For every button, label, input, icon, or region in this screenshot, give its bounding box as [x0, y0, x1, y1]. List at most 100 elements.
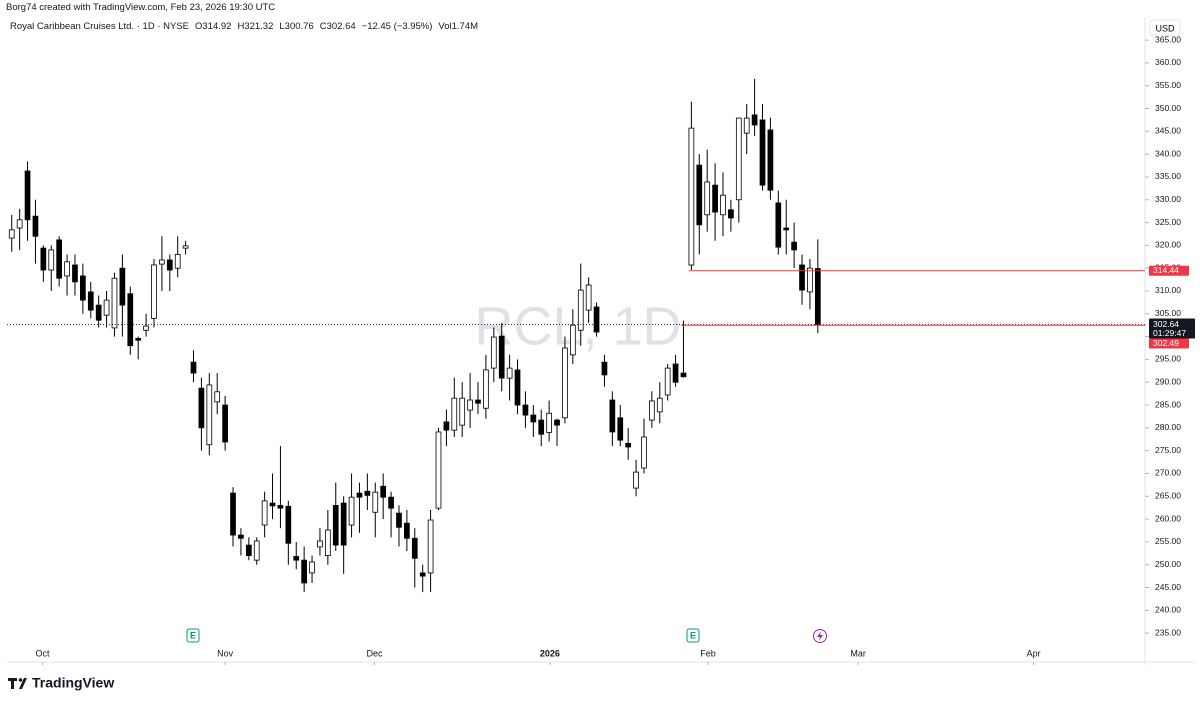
candle-body	[95, 304, 102, 321]
candle-body	[688, 127, 695, 266]
candle-body	[775, 202, 782, 248]
candle-body	[340, 502, 347, 546]
candle-body	[475, 399, 481, 404]
candle-body	[767, 129, 774, 191]
candle-body	[459, 397, 466, 426]
event-bolt	[817, 631, 823, 641]
candle-body	[712, 184, 718, 213]
candle-body	[190, 361, 197, 374]
last-price-label: 302.64	[1153, 319, 1179, 329]
y-tick-label: 280.00	[1155, 422, 1181, 432]
candle-body	[174, 254, 181, 269]
candle-body	[245, 544, 252, 556]
candle-body	[64, 261, 70, 277]
candle-body	[277, 505, 284, 509]
legend: Royal Caribbean Cruises Ltd. · 1D · NYSE…	[10, 21, 478, 32]
candle-body	[696, 164, 703, 226]
brand: TradingView	[32, 675, 114, 691]
candle-body	[253, 540, 260, 561]
candle-body	[222, 404, 228, 443]
y-tick-label: 365.00	[1155, 34, 1181, 44]
change: −12.45 (−3.95%)	[361, 21, 433, 32]
x-tick-label: Nov	[217, 648, 234, 658]
candle-body	[293, 556, 300, 561]
candle-body	[720, 194, 726, 216]
candle-body	[593, 306, 600, 333]
y-tick-label: 360.00	[1155, 57, 1181, 67]
candle-body	[317, 540, 323, 548]
last-price-box	[1149, 318, 1195, 339]
candle-body	[522, 404, 529, 416]
y-tick-label: 310.00	[1155, 285, 1181, 295]
currency: USD	[1155, 23, 1175, 33]
y-tick-label: 240.00	[1155, 605, 1181, 615]
candle-body	[585, 284, 592, 311]
x-tick-label: Dec	[366, 648, 383, 658]
candle-body	[625, 442, 632, 448]
candle-body	[198, 387, 205, 429]
y-tick-label: 330.00	[1155, 194, 1181, 204]
candle-body	[404, 522, 410, 539]
candle-body	[735, 117, 742, 201]
event-box	[686, 628, 700, 643]
candle-body	[759, 119, 766, 186]
candle-body	[24, 170, 31, 221]
candle-body	[411, 537, 418, 559]
y-tick-label: 340.00	[1155, 148, 1181, 158]
candle-body	[783, 227, 790, 231]
candle-body	[80, 275, 86, 301]
x-tick-label: Oct	[36, 648, 51, 658]
candle-body	[182, 245, 189, 249]
candle-body	[435, 431, 442, 509]
candle-body	[680, 372, 687, 378]
candle-body	[562, 347, 568, 419]
candle-body	[577, 289, 584, 331]
candle-body	[506, 367, 513, 379]
event-icon	[813, 629, 827, 643]
logo-dot	[18, 678, 23, 682]
y-tick-label: 245.00	[1155, 582, 1181, 592]
y-tick-label: 290.00	[1155, 376, 1181, 386]
candle-body	[206, 384, 213, 446]
x-tick-label: Mar	[850, 648, 866, 658]
candle-body	[704, 181, 711, 216]
price-label-box	[1149, 265, 1189, 276]
x-tick-label: Apr	[1027, 648, 1041, 658]
event-icon: E	[686, 628, 700, 643]
candle-body	[301, 559, 307, 584]
candle-body	[119, 267, 126, 306]
candle-body	[814, 268, 821, 325]
candle-body	[32, 215, 39, 237]
candle-body	[451, 397, 458, 431]
y-tick-label: 260.00	[1155, 513, 1181, 523]
ohlc: C302.64	[319, 21, 356, 32]
candle-body	[743, 117, 750, 134]
candle-body	[72, 264, 78, 283]
y-tick-label: 250.00	[1155, 559, 1181, 569]
candle-body	[427, 519, 434, 574]
candle-body	[490, 336, 497, 369]
candle-body	[641, 436, 647, 469]
y-tick-label: 325.00	[1155, 217, 1181, 227]
x-tick-label: Feb	[700, 648, 716, 658]
logo: TradingView	[8, 675, 114, 691]
event-label: E	[690, 630, 696, 640]
event-label: E	[190, 630, 196, 640]
candle-body	[380, 485, 387, 498]
candle-body	[135, 338, 142, 341]
candle-body	[483, 369, 489, 409]
candle-body	[396, 512, 402, 528]
y-tick-label: 295.00	[1155, 354, 1181, 364]
candle-body	[8, 229, 15, 239]
candle-body	[633, 471, 639, 489]
candle-body	[356, 492, 363, 498]
candle-body	[166, 259, 173, 271]
candle-body	[56, 239, 63, 279]
candle-body	[127, 293, 134, 347]
candle-body	[309, 561, 315, 574]
candle-body	[546, 412, 552, 433]
candle-body	[332, 505, 339, 546]
candle-body	[799, 264, 805, 291]
